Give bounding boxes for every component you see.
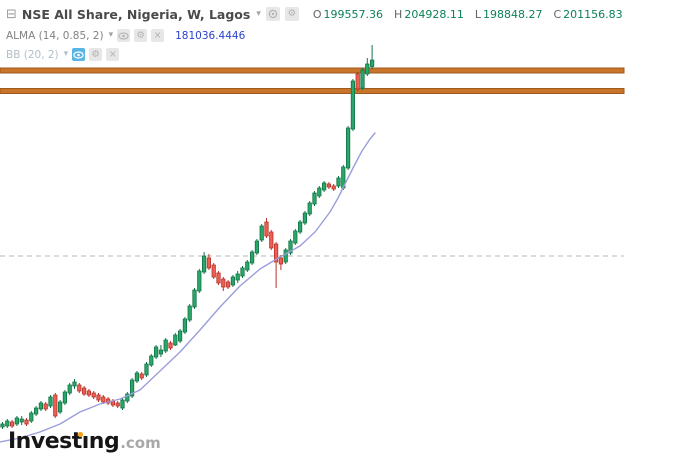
symbol-row: ⊟ NSE All Share, Nigeria, W, Lagos ▾ ⚙ O…	[6, 5, 623, 23]
gear-icon: ⚙	[287, 8, 297, 20]
chart-legend: ⊟ NSE All Share, Nigeria, W, Lagos ▾ ⚙ O…	[6, 5, 623, 62]
indicator-row-alma: ALMA (14, 0.85, 2) ▾ ⚙ × 181036.4446	[6, 28, 623, 43]
bb-settings-button[interactable]: ⚙	[89, 48, 103, 61]
gear-icon: ⚙	[136, 29, 145, 41]
close-value: 201156.83	[563, 7, 623, 21]
close-label: C	[553, 7, 562, 21]
collapse-pane-icon[interactable]: ⊟	[6, 6, 17, 22]
alma-visibility-button[interactable]	[117, 29, 131, 42]
symbol-settings-button[interactable]: ⚙	[284, 7, 299, 21]
low-value: 198848.27	[482, 7, 543, 21]
gear-icon: ⚙	[91, 48, 100, 60]
logo-text: ng	[88, 429, 120, 454]
open-label: O	[312, 7, 322, 21]
high-value: 204928.11	[404, 7, 464, 21]
close-icon: ×	[108, 48, 117, 60]
circle-icon	[268, 9, 278, 19]
symbol-visibility-button[interactable]	[265, 7, 280, 21]
logo-text: Invest	[8, 429, 82, 454]
open-value: 199557.36	[323, 7, 384, 21]
alma-remove-button[interactable]: ×	[151, 29, 165, 42]
investing-logo: Invest ı ng .com	[8, 429, 161, 454]
bb-visibility-button[interactable]	[72, 48, 86, 61]
logo-orange-dot-icon	[78, 432, 83, 437]
logo-text: ı	[81, 429, 90, 454]
indicator-row-bb: BB (20, 2) ▾ ⚙ ×	[6, 47, 623, 62]
eye-icon	[73, 50, 84, 59]
chevron-down-icon[interactable]: ▾	[108, 30, 114, 40]
alma-line	[0, 132, 376, 443]
chevron-down-icon[interactable]: ▾	[256, 8, 261, 19]
horizontal-line[interactable]	[0, 67, 625, 74]
alma-indicator-label[interactable]: ALMA (14, 0.85, 2)	[6, 29, 104, 42]
logo-tld: .com	[120, 434, 161, 452]
bb-indicator-label[interactable]: BB (20, 2)	[6, 48, 59, 61]
chevron-down-icon[interactable]: ▾	[63, 49, 69, 59]
ohlc-readout: O 199557.36 H 204928.11 L 198848.27 C 201156…	[313, 8, 623, 21]
low-label: L	[474, 7, 481, 21]
horizontal-line[interactable]	[0, 88, 625, 94]
symbol-title[interactable]: NSE All Share, Nigeria, W, Lagos	[21, 6, 251, 22]
candles-layer	[0, 45, 375, 429]
close-icon: ×	[153, 29, 162, 41]
eye-icon	[118, 31, 129, 40]
alma-settings-button[interactable]: ⚙	[134, 29, 148, 42]
bb-remove-button[interactable]: ×	[106, 48, 120, 61]
alma-value: 181036.4446	[175, 29, 246, 42]
high-label: H	[394, 7, 403, 21]
